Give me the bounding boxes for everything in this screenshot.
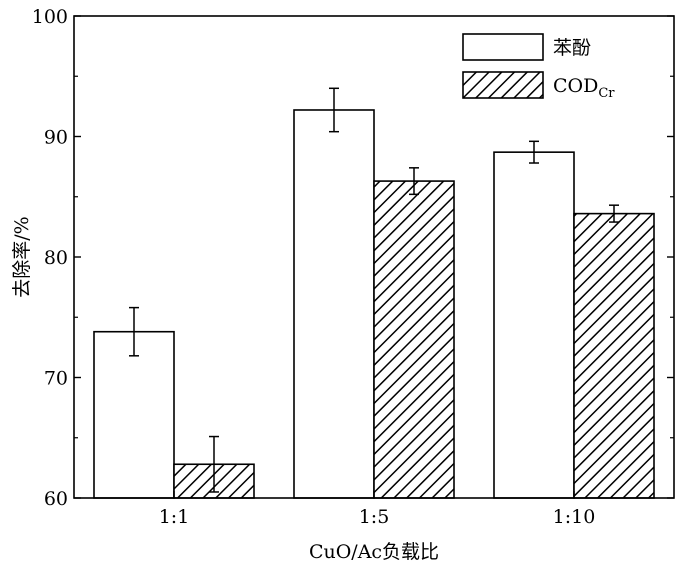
legend-label-cod-main: COD: [553, 75, 598, 97]
bars-layer: [93, 109, 655, 499]
bar-cod-1-10: [573, 212, 655, 499]
x-axis-title: CuO/Ac负载比: [309, 541, 439, 563]
bar-cod-1-5: [373, 180, 455, 499]
legend-label-cod: CODCr: [553, 75, 615, 101]
x-tick-label: 1:1: [159, 506, 190, 528]
bar-phenol-1-1: [93, 330, 175, 499]
y-axis-title: 去除率/%: [11, 216, 33, 297]
x-tick-label: 1:10: [553, 506, 596, 528]
y-tick-label: 100: [32, 6, 68, 28]
bar-phenol-1-10: [493, 151, 575, 499]
y-tick-label: 60: [44, 488, 68, 510]
y-tick-label: 70: [44, 368, 68, 390]
y-axis-ticks: 60 70 80 90 100: [32, 6, 674, 510]
x-axis-ticks: 1:1 1:5 1:10: [159, 491, 596, 528]
legend-label-phenol: 苯酚: [553, 37, 591, 59]
legend: 苯酚 CODCr: [462, 33, 615, 101]
legend-label-cod-sub: Cr: [598, 86, 615, 101]
y-tick-label: 80: [44, 247, 68, 269]
y-tick-label: 90: [44, 127, 68, 149]
legend-swatch-phenol: [462, 33, 544, 61]
bar-phenol-1-5: [293, 109, 375, 499]
legend-swatch-cod: [462, 71, 544, 99]
error-bars-layer: [129, 87, 619, 493]
x-tick-label: 1:5: [359, 506, 390, 528]
